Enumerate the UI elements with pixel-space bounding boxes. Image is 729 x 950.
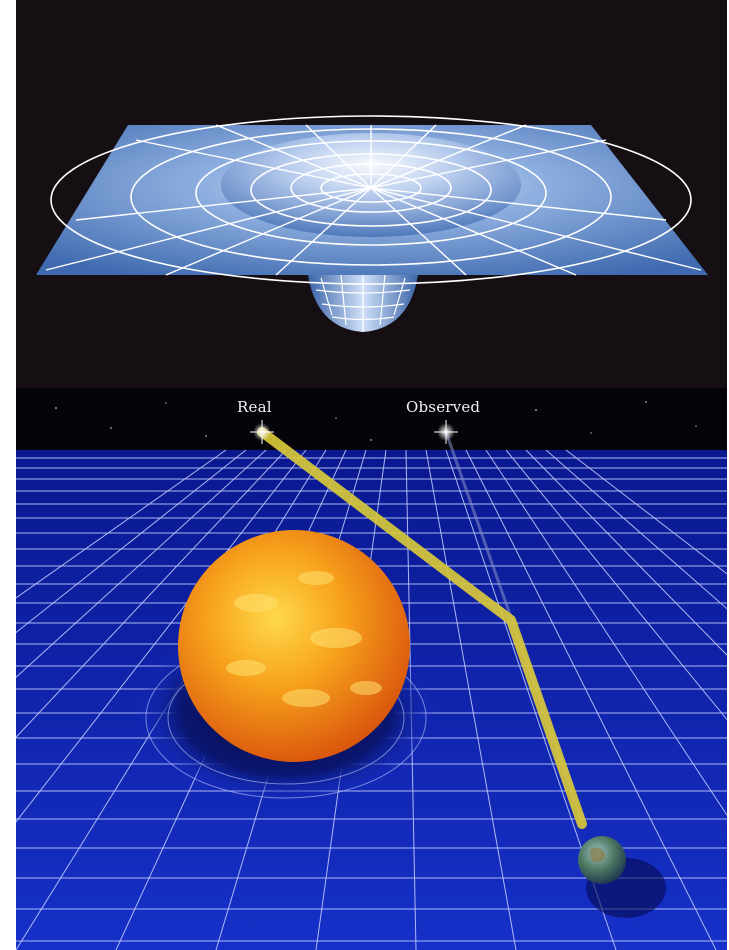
light-bending-panel: Real Observed <box>16 388 727 950</box>
sheet-spokes <box>45 124 702 276</box>
illustration-frame: Real Observed <box>16 0 727 950</box>
space-background <box>16 388 727 450</box>
real-star <box>250 420 274 444</box>
light-bending-svg <box>16 388 727 950</box>
real-star-label: Real <box>237 398 272 416</box>
background-stars <box>55 401 697 441</box>
curved-sheet-panel <box>16 0 727 388</box>
observed-star-label: Observed <box>406 398 481 416</box>
sun <box>178 530 410 762</box>
sun-surface-texture <box>226 571 382 707</box>
observed-star <box>434 420 458 444</box>
bowl-grid <box>315 274 411 332</box>
earth-landmass <box>590 847 606 863</box>
light-beam-path <box>257 427 587 829</box>
curved-sheet-svg <box>36 115 708 332</box>
